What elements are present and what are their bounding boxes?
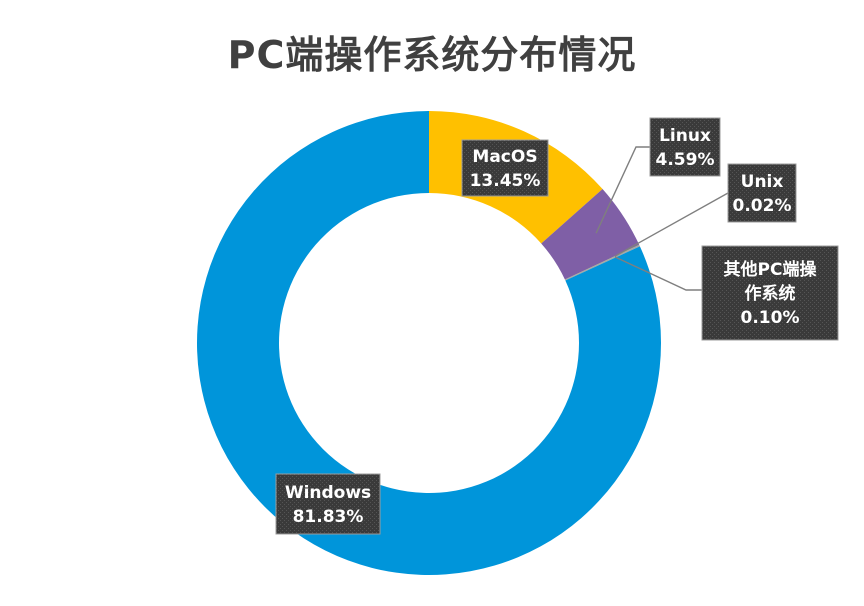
data-label-box [727, 163, 797, 223]
data-label-value: 0.02% [733, 196, 792, 216]
chart-title: PC端操作系统分布情况 [227, 33, 637, 77]
data-label-value: 13.45% [470, 171, 541, 191]
data-label-value: 4.59% [656, 150, 715, 170]
data-label-macos: MacOS 13.45% [461, 139, 549, 197]
data-label-linux: Linux 4.59% [649, 117, 721, 177]
data-label-box [701, 245, 839, 341]
leader-line-other [614, 256, 702, 291]
leader-line-linux [595, 146, 650, 234]
data-label-box [275, 473, 381, 535]
data-label-name: Windows [285, 483, 371, 503]
data-label-name: 作系统 [745, 283, 796, 304]
slice-other [564, 245, 640, 281]
data-label-box [649, 117, 721, 177]
leader-line-unix [614, 192, 729, 257]
data-label-name: MacOS [472, 147, 537, 167]
slices-layer [197, 111, 662, 575]
data-label-box [461, 139, 549, 197]
leader-lines-layer [595, 146, 729, 291]
data-label-value: 0.10% [741, 308, 800, 328]
data-label-windows: Windows 81.83% [275, 473, 381, 535]
slice-linux [541, 189, 640, 280]
data-label-name: 其他PC端操 [724, 259, 817, 280]
data-label-value: 81.83% [293, 507, 364, 527]
data-label-name: Unix [741, 172, 784, 192]
data-label-name: Linux [659, 126, 711, 146]
slice-windows [197, 111, 662, 575]
data-label-unix: Unix 0.02% [727, 163, 797, 223]
